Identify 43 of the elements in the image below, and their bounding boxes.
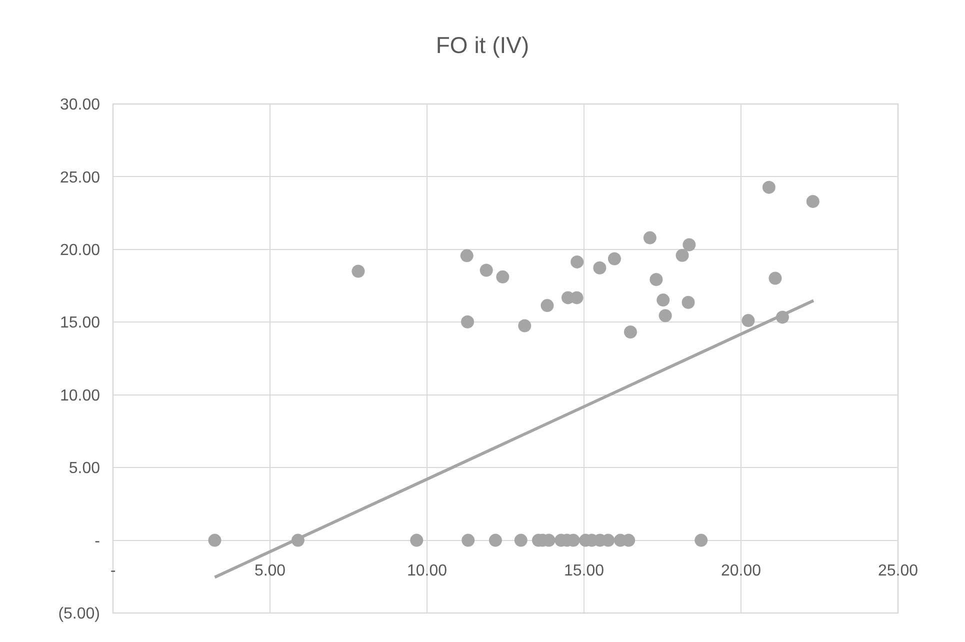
y-tick-label: 25.00 [60, 169, 100, 186]
point [410, 534, 424, 547]
point [676, 248, 689, 262]
x-tick-label: 5.00 [254, 562, 286, 580]
point [540, 299, 554, 312]
y-tick-label: 5.00 [68, 460, 100, 478]
point [694, 534, 708, 547]
y-tick-label: 30.00 [60, 96, 100, 114]
y-tick-label: (5.00) [58, 606, 100, 623]
point [460, 249, 474, 262]
point [742, 314, 755, 328]
point [608, 252, 621, 266]
point [806, 194, 820, 208]
point [496, 270, 510, 284]
point [570, 255, 584, 268]
point [208, 534, 222, 547]
y-tick-label: - [94, 532, 100, 550]
y-tick-label: 10.00 [60, 387, 100, 404]
point [656, 294, 670, 307]
point [461, 315, 474, 328]
x-tick-label: 10.00 [406, 562, 448, 580]
point [480, 264, 493, 277]
x-tick-label: 20.00 [720, 562, 762, 580]
x-tick-label: - [110, 562, 116, 580]
point [352, 264, 365, 278]
x-tick-label: 25.00 [878, 562, 918, 580]
x-tick-label: 15.00 [564, 562, 604, 580]
point [650, 273, 663, 286]
point [488, 534, 502, 547]
point [768, 272, 782, 285]
point [624, 326, 637, 339]
point [514, 534, 528, 547]
y-tick-label: 20.00 [60, 242, 100, 260]
point [658, 309, 672, 322]
chart-title: FO it (IV) [436, 32, 530, 58]
point [682, 296, 695, 309]
point [762, 180, 776, 194]
point [518, 319, 532, 332]
point [593, 261, 606, 274]
y-tick-label: 15.00 [60, 314, 100, 332]
point [462, 534, 475, 547]
point [643, 231, 656, 244]
point [682, 238, 696, 252]
